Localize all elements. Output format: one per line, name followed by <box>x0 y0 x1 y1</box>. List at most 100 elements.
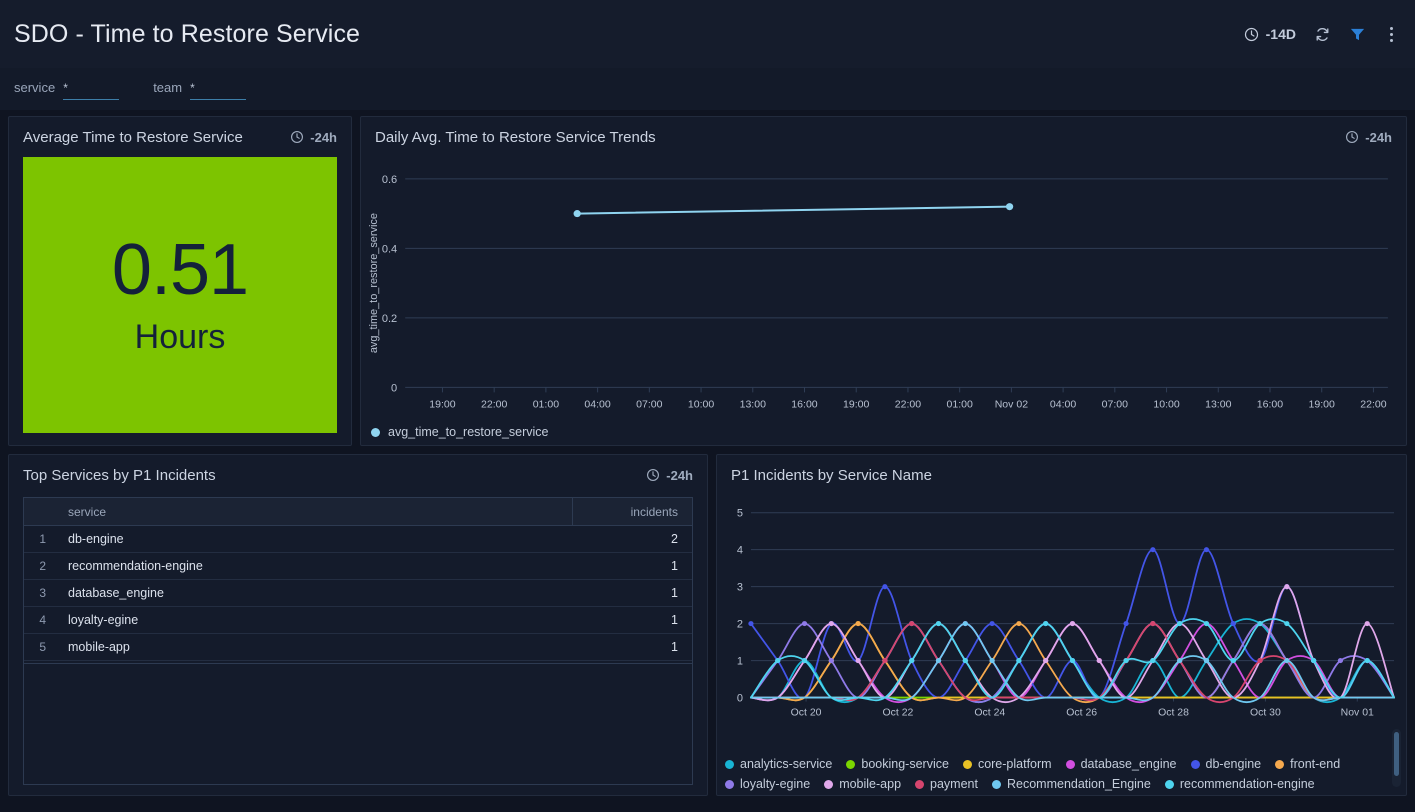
panel-body: service incidents 1 db-engine 2 2 recommenda… <box>9 495 707 795</box>
panel-time-label: -24h <box>310 129 337 145</box>
filter-icon[interactable] <box>1349 26 1366 43</box>
table-row[interactable]: 5 mobile-app 1 <box>24 634 692 661</box>
variable-service[interactable]: service * <box>14 79 120 100</box>
legend-item[interactable]: database_engine <box>1065 757 1177 771</box>
panel-header: Average Time to Restore Service -24h <box>9 117 351 157</box>
svg-text:10:00: 10:00 <box>688 399 715 410</box>
svg-text:1: 1 <box>737 656 743 668</box>
panel-time-range: -24h <box>646 468 693 483</box>
panel-body: 0 1 2 3 4 5 Oct 20 Oct 22 Oct 24 Oct 26 Oct 28 Oct … <box>717 495 1406 795</box>
legend-color-dot <box>1190 759 1200 769</box>
row-index: 2 <box>39 559 46 573</box>
panel-header: Top Services by P1 Incidents -24h <box>9 455 707 495</box>
row-service: recommendation-engine <box>68 559 203 573</box>
legend-label: core-platform <box>977 757 1052 771</box>
refresh-icon[interactable] <box>1314 26 1331 43</box>
svg-text:10:00: 10:00 <box>1153 399 1180 410</box>
legend-label: loyalty-egine <box>740 777 811 791</box>
svg-text:0.6: 0.6 <box>382 174 397 186</box>
page-title: SDO - Time to Restore Service <box>14 19 361 48</box>
svg-text:0: 0 <box>737 693 743 705</box>
row-incidents: 1 <box>671 559 678 573</box>
legend-color-dot <box>725 779 734 789</box>
panel-body: 0.51 Hours <box>9 157 351 445</box>
legend-item[interactable]: payment <box>915 777 978 791</box>
svg-text:07:00: 07:00 <box>636 399 663 410</box>
variable-team[interactable]: team * <box>153 79 247 100</box>
panel-title: Daily Avg. Time to Restore Service Trend… <box>375 128 656 146</box>
svg-text:19:00: 19:00 <box>1309 399 1336 410</box>
panel-p1-incidents-by-service-name: P1 Incidents by Service Name 0 1 2 3 4 5 Oct 2… <box>716 454 1407 796</box>
panel-daily-avg-time-to-restore-service-trends: Daily Avg. Time to Restore Service Trend… <box>360 116 1407 446</box>
legend-item[interactable]: loyalty-egine <box>725 777 810 791</box>
stat-value: 0.51 <box>111 229 249 310</box>
legend-label: payment <box>930 777 978 791</box>
variable-service-value[interactable]: * <box>63 79 120 100</box>
svg-text:Oct 28: Oct 28 <box>1158 707 1189 718</box>
table-header-service[interactable]: service <box>68 504 107 519</box>
panel-time-range: -24h <box>290 130 337 145</box>
table-header-incidents[interactable]: incidents <box>572 498 692 525</box>
panel-time-range: -24h <box>1345 130 1392 145</box>
legend-item[interactable]: booking-service <box>846 757 949 771</box>
clock-icon <box>646 468 660 482</box>
legend-label: Recommendation_Engine <box>1006 777 1151 791</box>
legend-label: front-end <box>1290 757 1341 771</box>
dashboard-header: SDO - Time to Restore Service -14D <box>0 0 1415 68</box>
legend-item[interactable]: Recommendation_Engine <box>991 777 1151 791</box>
svg-text:16:00: 16:00 <box>791 399 818 410</box>
dashboard-row-1: Average Time to Restore Service -24h 0.5… <box>8 116 1407 446</box>
legend-color-dot <box>371 427 380 437</box>
svg-text:07:00: 07:00 <box>1102 399 1129 410</box>
row-index: 3 <box>39 586 46 600</box>
panel-header: P1 Incidents by Service Name <box>717 455 1406 495</box>
stat-tile[interactable]: 0.51 Hours <box>23 157 337 433</box>
legend-item[interactable]: core-platform <box>962 757 1052 771</box>
table-row[interactable]: 4 loyalty-egine 1 <box>24 607 692 634</box>
time-range-label: -14D <box>1265 26 1296 42</box>
row-service: db-engine <box>68 532 124 546</box>
svg-text:13:00: 13:00 <box>740 399 767 410</box>
stat-unit: Hours <box>134 318 226 357</box>
legend-color-dot <box>915 779 925 789</box>
legend-scrollbar[interactable] <box>1392 729 1401 787</box>
row-incidents: 1 <box>671 613 678 627</box>
legend-label: recommendation-engine <box>1179 777 1315 791</box>
panel-header: Daily Avg. Time to Restore Service Trend… <box>361 117 1406 157</box>
clock-icon <box>290 130 304 144</box>
svg-text:Oct 26: Oct 26 <box>1066 707 1097 718</box>
legend-item[interactable]: recommendation-engine <box>1164 777 1315 791</box>
variable-team-value[interactable]: * <box>190 79 247 100</box>
panel-time-label: -24h <box>666 467 693 483</box>
trends-legend: avg_time_to_restore_service <box>361 425 1406 439</box>
trends-chart[interactable]: 0 0.2 0.4 0.6 avg_time_to_restore_service 19:… <box>361 157 1406 445</box>
kebab-menu-icon[interactable] <box>1384 23 1399 46</box>
legend-item[interactable]: front-end <box>1275 757 1340 771</box>
legend-label: avg_time_to_restore_service <box>388 425 549 439</box>
row-index: 4 <box>39 613 46 627</box>
multi-series-legend: analytics-service booking-service core-pla… <box>725 757 1388 791</box>
variable-bar: service * team * <box>0 68 1415 110</box>
table-row[interactable]: 3 database_engine 1 <box>24 580 692 607</box>
row-index: 1 <box>39 532 46 546</box>
legend-label: booking-service <box>861 757 949 771</box>
table-row[interactable]: 2 recommendation-engine 1 <box>24 553 692 580</box>
multi-series-chart[interactable]: 0 1 2 3 4 5 Oct 20 Oct 22 Oct 24 Oct 26 Oct 28 Oct … <box>717 495 1406 731</box>
panel-body: 0 0.2 0.4 0.6 avg_time_to_restore_service 19:… <box>361 157 1406 445</box>
legend-color-dot <box>846 759 856 769</box>
table-header-row: service incidents <box>24 498 692 526</box>
legend-item[interactable]: db-engine <box>1190 757 1261 771</box>
legend-item[interactable]: analytics-service <box>725 757 832 771</box>
time-range-picker[interactable]: -14D <box>1244 26 1296 42</box>
table-row[interactable]: 1 db-engine 2 <box>24 526 692 553</box>
row-service: database_engine <box>68 586 164 600</box>
legend-color-dot <box>1164 779 1174 789</box>
svg-text:01:00: 01:00 <box>533 399 560 410</box>
legend-label: analytics-service <box>740 757 833 771</box>
legend-color-dot <box>725 759 734 769</box>
svg-text:5: 5 <box>737 508 743 520</box>
header-actions: -14D <box>1244 23 1399 46</box>
svg-text:3: 3 <box>737 582 743 594</box>
legend-item[interactable]: mobile-app <box>824 777 901 791</box>
row-service: loyalty-egine <box>68 613 139 627</box>
